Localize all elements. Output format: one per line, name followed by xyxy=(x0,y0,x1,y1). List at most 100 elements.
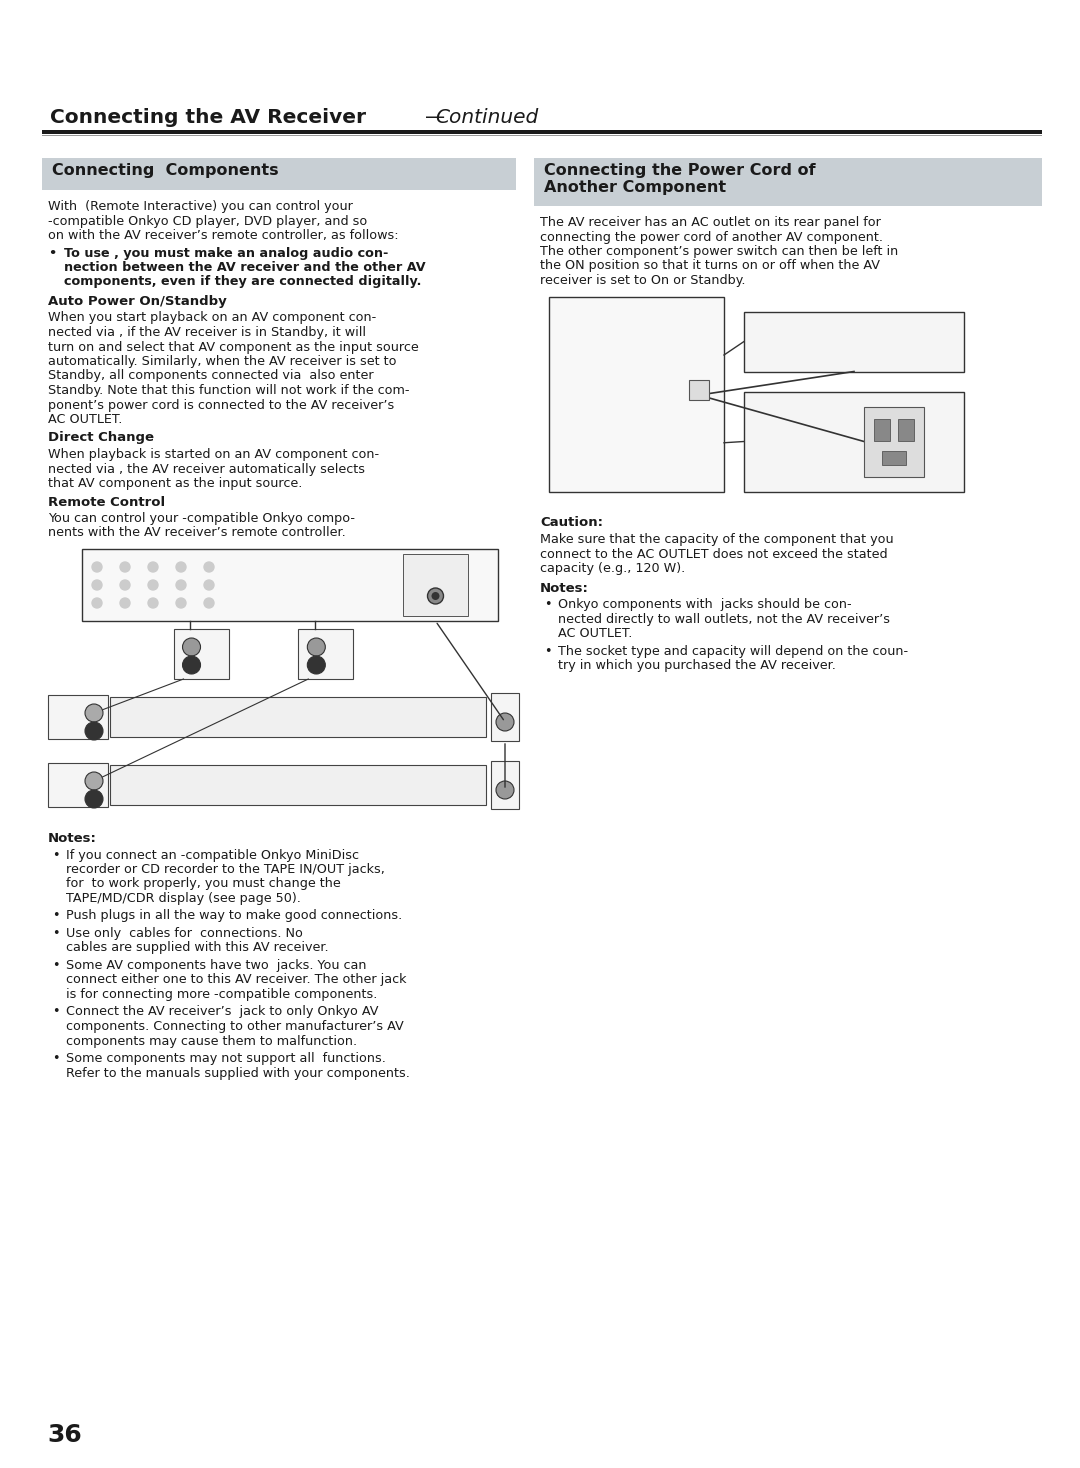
Circle shape xyxy=(204,580,214,590)
Circle shape xyxy=(432,592,440,600)
Text: —: — xyxy=(426,109,445,128)
Text: R: R xyxy=(303,661,309,669)
Circle shape xyxy=(204,597,214,608)
Text: You can control your -compatible Onkyo compo-: You can control your -compatible Onkyo c… xyxy=(48,512,355,526)
Text: •: • xyxy=(544,597,552,611)
Text: AC 120V ~ 60Hz: AC 120V ~ 60Hz xyxy=(764,417,815,421)
Bar xyxy=(298,628,353,680)
Text: Push plugs in all the way to make good connections.: Push plugs in all the way to make good c… xyxy=(66,910,402,922)
Text: AC OUTLET: AC OUTLET xyxy=(764,407,807,415)
Bar xyxy=(42,159,516,189)
Text: •: • xyxy=(52,1006,59,1019)
Bar xyxy=(744,311,964,371)
Circle shape xyxy=(85,722,103,740)
Text: e.g., MD recorder: e.g., MD recorder xyxy=(130,778,261,791)
Text: =: = xyxy=(696,386,702,395)
Text: L: L xyxy=(78,777,82,785)
Text: capacity (e.g., 120 W).: capacity (e.g., 120 W). xyxy=(540,562,685,575)
Text: the ON position so that it turns on or off when the AV: the ON position so that it turns on or o… xyxy=(540,260,880,273)
Text: TAPE/MD/CDR display (see page 50).: TAPE/MD/CDR display (see page 50). xyxy=(66,893,301,904)
Circle shape xyxy=(176,580,186,590)
Bar xyxy=(174,628,229,680)
Bar xyxy=(403,553,468,617)
Text: The socket type and capacity will depend on the coun-: The socket type and capacity will depend… xyxy=(558,644,908,658)
Text: R: R xyxy=(77,727,83,735)
Text: that AV component as the input source.: that AV component as the input source. xyxy=(48,477,302,490)
Bar xyxy=(48,763,108,807)
Circle shape xyxy=(183,656,201,674)
Text: Connect the AV receiver’s  jack to only Onkyo AV: Connect the AV receiver’s jack to only O… xyxy=(66,1006,378,1019)
Text: recorder or CD recorder to the TAPE IN/OUT jacks,: recorder or CD recorder to the TAPE IN/O… xyxy=(66,863,384,876)
Bar xyxy=(549,297,724,492)
Text: Remote Control: Remote Control xyxy=(48,496,165,508)
Circle shape xyxy=(85,790,103,807)
Text: ponent’s power cord is connected to the AV receiver’s: ponent’s power cord is connected to the … xyxy=(48,398,394,411)
Text: L: L xyxy=(78,709,82,718)
Text: REMOTE
CONTROL: REMOTE CONTROL xyxy=(417,570,455,581)
Text: AC OUTLET.: AC OUTLET. xyxy=(48,413,122,426)
Circle shape xyxy=(92,597,102,608)
Text: Auto Power On/Standby: Auto Power On/Standby xyxy=(48,295,227,308)
Text: cables are supplied with this AV receiver.: cables are supplied with this AV receive… xyxy=(66,941,328,954)
Text: on with the AV receiver’s remote controller, as follows:: on with the AV receiver’s remote control… xyxy=(48,229,399,242)
Text: components may cause them to malfunction.: components may cause them to malfunction… xyxy=(66,1035,357,1048)
Text: connecting the power cord of another AV component.: connecting the power cord of another AV … xyxy=(540,230,883,244)
Text: •: • xyxy=(52,959,59,972)
Circle shape xyxy=(308,656,325,674)
Text: •: • xyxy=(48,247,56,260)
Text: •: • xyxy=(544,644,552,658)
Text: nected via , the AV receiver automatically selects: nected via , the AV receiver automatical… xyxy=(48,462,365,476)
Text: is for connecting more -compatible components.: is for connecting more -compatible compo… xyxy=(66,988,377,1001)
Text: Onkyo components with  jacks should be con-: Onkyo components with jacks should be co… xyxy=(558,597,852,611)
Bar xyxy=(491,693,519,741)
Circle shape xyxy=(92,562,102,573)
Circle shape xyxy=(496,713,514,731)
Circle shape xyxy=(176,562,186,573)
Text: nected via , if the AV receiver is in Standby, it will: nected via , if the AV receiver is in St… xyxy=(48,326,366,339)
Text: •: • xyxy=(52,910,59,922)
Circle shape xyxy=(148,562,158,573)
Bar xyxy=(534,159,1042,206)
Text: components. Connecting to other manufacturer’s AV: components. Connecting to other manufact… xyxy=(66,1020,404,1033)
Text: Continued: Continued xyxy=(435,109,538,128)
Text: IN: IN xyxy=(197,633,205,642)
Text: nection between the AV receiver and the other AV: nection between the AV receiver and the … xyxy=(64,261,426,275)
Circle shape xyxy=(148,597,158,608)
Bar xyxy=(744,392,964,492)
Text: Connecting the AV Receiver: Connecting the AV Receiver xyxy=(50,109,366,128)
Text: components, even if they are connected digitally.: components, even if they are connected d… xyxy=(64,276,421,289)
Bar xyxy=(491,760,519,809)
Text: The AV receiver has an AC outlet on its rear panel for: The AV receiver has an AC outlet on its … xyxy=(540,216,881,229)
Text: AC OUTLET.: AC OUTLET. xyxy=(558,627,633,640)
Text: connect to the AC OUTLET does not exceed the stated: connect to the AC OUTLET does not exceed… xyxy=(540,548,888,561)
Bar xyxy=(110,697,486,737)
Text: 120W  1A MAX: 120W 1A MAX xyxy=(764,433,810,437)
Text: R: R xyxy=(178,661,185,669)
Text: AUDIO
OUTPUT: AUDIO OUTPUT xyxy=(64,699,92,712)
Text: AUDIO
OUTPUT: AUDIO OUTPUT xyxy=(64,766,92,780)
Text: RI: RI xyxy=(501,763,509,771)
Text: automatically. Similarly, when the AV receiver is set to: automatically. Similarly, when the AV re… xyxy=(48,355,396,368)
Text: -compatible Onkyo CD player, DVD player, and so: -compatible Onkyo CD player, DVD player,… xyxy=(48,214,367,228)
Text: The other component’s power switch can then be left in: The other component’s power switch can t… xyxy=(540,245,899,258)
Text: Use only  cables for  connections. No: Use only cables for connections. No xyxy=(66,926,307,940)
Text: 36: 36 xyxy=(48,1422,82,1447)
Text: Notes:: Notes: xyxy=(48,832,97,846)
Text: L: L xyxy=(303,643,309,652)
Circle shape xyxy=(120,580,130,590)
Text: Refer to the manuals supplied with your components.: Refer to the manuals supplied with your … xyxy=(66,1066,410,1079)
Bar xyxy=(110,765,486,804)
Text: If you connect an -compatible Onkyo MiniDisc: If you connect an -compatible Onkyo Mini… xyxy=(66,849,359,862)
Text: When you start playback on an AV component con-: When you start playback on an AV compone… xyxy=(48,311,376,324)
Text: To use , you must make an analog audio con-: To use , you must make an analog audio c… xyxy=(64,247,389,260)
Text: Caution:: Caution: xyxy=(540,517,603,530)
Text: IN: IN xyxy=(322,633,329,642)
Text: receiver is set to On or Standby.: receiver is set to On or Standby. xyxy=(540,275,745,288)
Text: When playback is started on an AV component con-: When playback is started on an AV compon… xyxy=(48,448,379,461)
Bar xyxy=(42,131,1042,134)
Text: connect either one to this AV receiver. The other jack: connect either one to this AV receiver. … xyxy=(66,973,406,986)
Circle shape xyxy=(120,562,130,573)
Circle shape xyxy=(92,580,102,590)
Text: RI: RI xyxy=(430,559,441,570)
Circle shape xyxy=(176,597,186,608)
